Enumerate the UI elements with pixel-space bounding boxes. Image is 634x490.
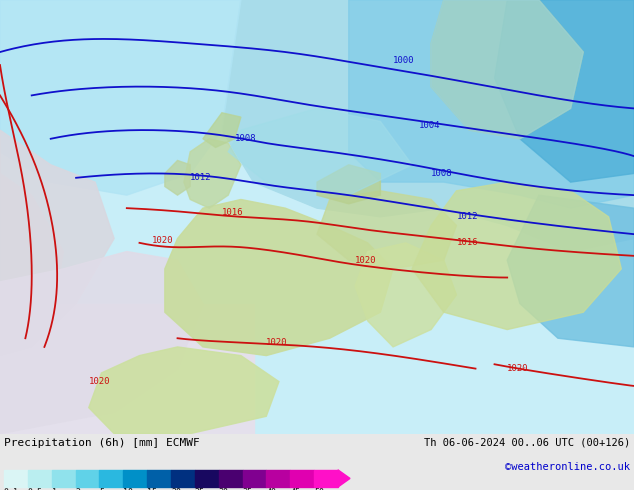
Text: 10: 10 (123, 489, 133, 490)
Text: 1: 1 (52, 489, 56, 490)
Text: 25: 25 (195, 489, 205, 490)
Polygon shape (165, 160, 190, 195)
Text: 2: 2 (75, 489, 81, 490)
Text: 1004: 1004 (418, 121, 440, 130)
Text: 1016: 1016 (222, 208, 243, 217)
Polygon shape (0, 251, 203, 434)
Text: 5: 5 (100, 489, 105, 490)
Text: 1016: 1016 (456, 238, 478, 247)
Polygon shape (203, 113, 241, 147)
Polygon shape (507, 195, 634, 347)
Text: 1020: 1020 (152, 236, 174, 245)
Polygon shape (431, 0, 583, 139)
Bar (314, 470, 338, 487)
Bar (123, 470, 147, 487)
Polygon shape (0, 173, 63, 434)
Polygon shape (228, 108, 412, 195)
Text: 45: 45 (290, 489, 301, 490)
Text: Th 06-06-2024 00..06 UTC (00+126): Th 06-06-2024 00..06 UTC (00+126) (424, 438, 630, 448)
Text: 1020: 1020 (355, 256, 377, 265)
Polygon shape (0, 0, 241, 195)
Bar (0, 304, 254, 434)
Bar (219, 470, 243, 487)
Bar (290, 470, 314, 487)
Text: 50: 50 (314, 489, 324, 490)
Bar (75, 470, 100, 487)
Bar (243, 470, 266, 487)
Polygon shape (355, 243, 456, 347)
Polygon shape (412, 182, 621, 330)
Text: 35: 35 (243, 489, 252, 490)
Polygon shape (431, 0, 583, 139)
Bar (147, 470, 171, 487)
Text: 1008: 1008 (235, 134, 256, 143)
Bar (266, 470, 290, 487)
Bar (171, 470, 195, 487)
Text: ©weatheronline.co.uk: ©weatheronline.co.uk (505, 462, 630, 472)
Text: 1012: 1012 (456, 212, 478, 221)
Text: 1020: 1020 (507, 364, 529, 373)
Bar (28, 470, 52, 487)
Polygon shape (338, 470, 350, 487)
Polygon shape (184, 139, 241, 208)
Polygon shape (89, 347, 279, 434)
Text: 0.1: 0.1 (4, 489, 19, 490)
Bar (195, 470, 219, 487)
Polygon shape (317, 165, 380, 204)
Text: 1020: 1020 (89, 377, 110, 386)
Polygon shape (222, 0, 634, 251)
Text: 15: 15 (147, 489, 157, 490)
Text: 0.5: 0.5 (28, 489, 43, 490)
Bar (100, 470, 123, 487)
Polygon shape (349, 0, 634, 208)
Bar (52, 470, 75, 487)
Text: 40: 40 (266, 489, 276, 490)
Text: Precipitation (6h) [mm] ECMWF: Precipitation (6h) [mm] ECMWF (4, 438, 200, 448)
Polygon shape (0, 130, 114, 356)
Text: 30: 30 (219, 489, 229, 490)
Text: 1020: 1020 (266, 338, 288, 347)
Polygon shape (165, 199, 393, 356)
Text: 20: 20 (171, 489, 181, 490)
Text: 1012: 1012 (190, 173, 212, 182)
Text: 1008: 1008 (431, 169, 453, 178)
Polygon shape (317, 191, 456, 269)
Polygon shape (495, 0, 634, 182)
Text: 1000: 1000 (393, 56, 415, 65)
Bar (4, 470, 28, 487)
